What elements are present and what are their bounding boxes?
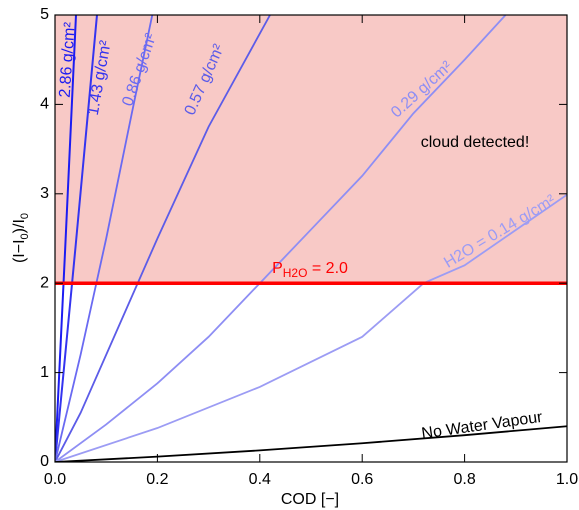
y-label-sub: 0 [19, 233, 31, 239]
series-line [55, 15, 77, 462]
y-label-sub: 0 [19, 213, 31, 219]
series-line [55, 425, 567, 462]
cloud-region [55, 15, 567, 284]
region-label: cloud detected! [421, 134, 530, 151]
y-axis-label: (I−I0)/I0 [11, 213, 31, 263]
x-tick-label: 0.4 [249, 471, 271, 488]
y-label-part: )/I [11, 219, 28, 233]
axes-frame [54, 14, 568, 463]
series-label: 2.86 g/cm² [57, 21, 79, 98]
series-line [55, 15, 98, 462]
series-label: No Water Vapour [420, 409, 544, 443]
series-line [55, 193, 567, 462]
x-tick-label: 0.2 [146, 471, 168, 488]
y-tick-label: 1 [40, 364, 49, 381]
y-label-part: (I−I [11, 239, 28, 263]
x-tick-label: 0.0 [44, 471, 66, 488]
threshold-label-rest: = 2.0 [307, 260, 348, 277]
y-tick-label: 5 [40, 6, 49, 23]
y-tick-label: 0 [40, 453, 49, 470]
threshold-label-main: P [272, 260, 283, 277]
series-line [55, 15, 507, 462]
threshold-label-sub: H2O [283, 266, 308, 280]
y-tick-label: 4 [40, 96, 49, 113]
plot-area [55, 15, 567, 462]
x-tick-label: 1.0 [556, 471, 578, 488]
x-axis-label: COD [−] [281, 491, 339, 508]
x-tick-label: 0.8 [453, 471, 475, 488]
series-line [55, 15, 271, 462]
y-tick-label: 3 [40, 185, 49, 202]
y-tick-label: 2 [40, 274, 49, 291]
series-line [55, 15, 154, 462]
x-tick-label: 0.6 [351, 471, 373, 488]
threshold-label: PH2O = 2.0 [272, 260, 348, 280]
